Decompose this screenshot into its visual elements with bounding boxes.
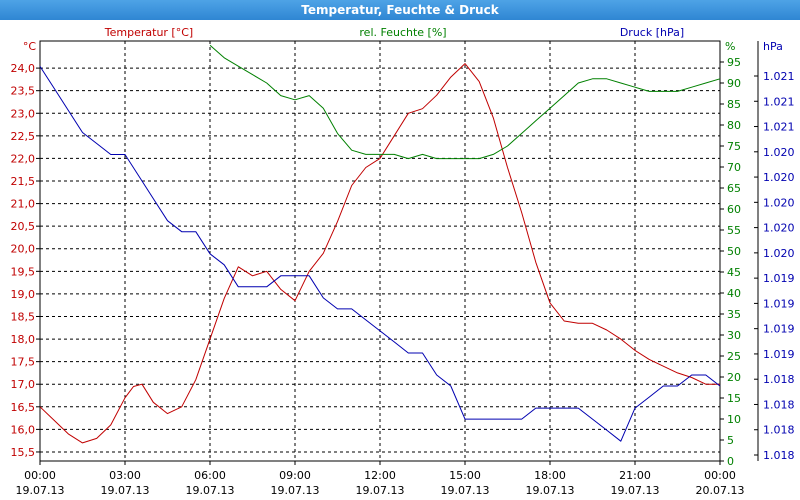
pressure-tick-label: 1.021 — [763, 70, 795, 83]
pressure-series-line — [39, 66, 721, 442]
humidity-tick-label: 90 — [727, 77, 741, 90]
temp-tick-label: 20,0 — [11, 243, 36, 256]
humidity-tick-label: 75 — [727, 140, 741, 153]
humidity-tick-label: 55 — [727, 224, 741, 237]
humidity-tick-label: 65 — [727, 182, 741, 195]
temp-tick-label: 22,5 — [11, 130, 36, 143]
temp-tick-label: 16,5 — [11, 401, 36, 414]
humidity-tick-label: 20 — [727, 371, 741, 384]
temperature-axis-ticks: 15,5 16,0 16,5 17,0 17,5 18,0 18,5 19,0 19,5 20,0… — [11, 62, 40, 459]
temp-tick-label: 23,0 — [11, 107, 36, 120]
temp-tick-label: 17,0 — [11, 378, 36, 391]
pressure-tick-label: 1.020 — [763, 146, 795, 159]
temp-tick-label: 22,0 — [11, 152, 36, 165]
pressure-tick-label: 1.019 — [763, 323, 795, 336]
temp-tick-label: 21,5 — [11, 175, 36, 188]
temp-tick-label: 24,0 — [11, 62, 36, 75]
temperature-series-line — [39, 63, 720, 444]
time-tick-label: 21:00 — [619, 469, 651, 482]
time-tick-label: 18:00 — [534, 469, 566, 482]
date-tick-label: 19.07.13 — [441, 484, 490, 497]
time-tick-label: 06:00 — [194, 469, 226, 482]
temperature-axis-unit: °C — [23, 40, 37, 53]
humidity-tick-label: 15 — [727, 392, 741, 405]
pressure-tick-label: 1.018 — [763, 449, 795, 462]
humidity-tick-label: 40 — [727, 287, 741, 300]
pressure-tick-label: 1.019 — [763, 272, 795, 285]
legend-humidity: rel. Feuchte [%] — [359, 26, 446, 39]
humidity-tick-label: 10 — [727, 413, 741, 426]
humidity-axis-ticks: 0 5 10 15 20 25 30 35 40 45 50 55 60 65 70 75 80 85 90 95 — [720, 56, 741, 468]
temp-tick-label: 19,0 — [11, 288, 36, 301]
chart-series — [39, 44, 721, 444]
temp-tick-label: 15,5 — [11, 446, 36, 459]
humidity-series-line — [209, 44, 721, 160]
pressure-tick-label: 1.021 — [763, 121, 795, 134]
time-axis-ticks: 00:00 19.07.13 03:00 19.07.13 06:00 19.07.13 0… — [16, 461, 745, 497]
pressure-tick-label: 1.018 — [763, 398, 795, 411]
humidity-tick-label: 50 — [727, 245, 741, 258]
date-tick-label: 19.07.13 — [356, 484, 405, 497]
humidity-tick-label: 60 — [727, 203, 741, 216]
humidity-tick-label: 0 — [727, 455, 734, 468]
pressure-tick-label: 1.019 — [763, 297, 795, 310]
legend-pressure: Druck [hPa] — [620, 26, 684, 39]
temp-tick-label: 23,5 — [11, 85, 36, 98]
date-tick-label: 19.07.13 — [186, 484, 235, 497]
legend-temperature: Temperatur [°C] — [104, 26, 193, 39]
pressure-tick-label: 1.020 — [763, 171, 795, 184]
chart-grid — [39, 41, 721, 461]
temp-tick-label: 20,5 — [11, 220, 36, 233]
date-tick-label: 19.07.13 — [101, 484, 150, 497]
date-tick-label: 19.07.13 — [611, 484, 660, 497]
pressure-tick-label: 1.019 — [763, 348, 795, 361]
time-tick-label: 03:00 — [109, 469, 141, 482]
weather-chart: Temperatur [°C] rel. Feuchte [%] Druck [… — [11, 26, 795, 497]
date-tick-label: 20.07.13 — [696, 484, 745, 497]
humidity-tick-label: 70 — [727, 161, 741, 174]
pressure-tick-label: 1.020 — [763, 247, 795, 260]
humidity-tick-label: 80 — [727, 119, 741, 132]
humidity-tick-label: 30 — [727, 329, 741, 342]
humidity-axis-unit: % — [725, 40, 735, 53]
temp-tick-label: 19,5 — [11, 265, 36, 278]
date-tick-label: 19.07.13 — [16, 484, 65, 497]
window-title: Temperatur, Feuchte & Druck — [0, 0, 800, 20]
humidity-tick-label: 25 — [727, 350, 741, 363]
pressure-tick-label: 1.021 — [763, 95, 795, 108]
pressure-tick-label: 1.018 — [763, 373, 795, 386]
pressure-tick-label: 1.018 — [763, 424, 795, 437]
date-tick-label: 19.07.13 — [526, 484, 575, 497]
humidity-tick-label: 45 — [727, 266, 741, 279]
pressure-tick-label: 1.020 — [763, 222, 795, 235]
time-tick-label: 15:00 — [449, 469, 481, 482]
temp-tick-label: 17,5 — [11, 356, 36, 369]
time-tick-label: 00:00 — [24, 469, 56, 482]
temp-tick-label: 21,0 — [11, 198, 36, 211]
date-tick-label: 19.07.13 — [271, 484, 320, 497]
pressure-tick-label: 1.020 — [763, 196, 795, 209]
time-tick-label: 12:00 — [364, 469, 396, 482]
temp-tick-label: 18,5 — [11, 310, 36, 323]
humidity-tick-label: 85 — [727, 98, 741, 111]
temp-tick-label: 18,0 — [11, 333, 36, 346]
pressure-axis-unit: hPa — [763, 40, 783, 53]
time-tick-label: 09:00 — [279, 469, 311, 482]
time-tick-label: 00:00 — [704, 469, 736, 482]
humidity-tick-label: 35 — [727, 308, 741, 321]
temp-tick-label: 16,0 — [11, 423, 36, 436]
humidity-tick-label: 95 — [727, 56, 741, 69]
humidity-tick-label: 5 — [727, 434, 734, 447]
pressure-axis-ticks: 1.018 1.018 1.018 1.018 1.019 1.019 1.019 1.019… — [754, 41, 795, 462]
